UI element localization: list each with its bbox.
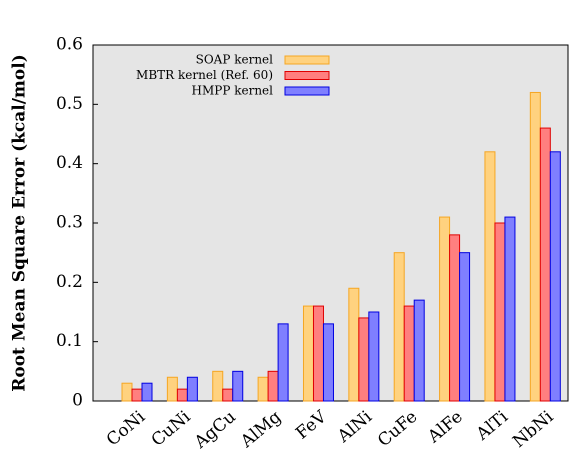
x-tick-label: CoNi [103, 407, 150, 450]
bar [403, 305, 415, 402]
x-tick-label: CuNi [148, 407, 195, 450]
bar [257, 376, 269, 402]
bar [302, 305, 314, 402]
legend-label: MBTR kernel (Ref. 60) [136, 68, 273, 82]
bar [322, 323, 334, 402]
bar [413, 299, 425, 402]
bar [166, 376, 178, 402]
bar [348, 287, 360, 402]
legend-label: HMPP kernel [192, 84, 274, 98]
x-tick-label: NbNi [509, 407, 558, 450]
bar [222, 388, 234, 402]
bar [529, 91, 541, 402]
bar [186, 376, 198, 402]
bar [539, 127, 551, 402]
bar [484, 151, 496, 402]
bar [312, 305, 324, 402]
legend-swatch [284, 71, 330, 80]
x-tick-label: AlNi [333, 407, 376, 448]
bar [449, 234, 461, 402]
bar [232, 370, 244, 402]
bar [393, 252, 405, 402]
x-tick-label: AlMg [236, 407, 285, 450]
legend-swatch [284, 86, 330, 96]
y-axis-label: Root Mean Square Error (kcal/mol) [10, 54, 30, 392]
bar [504, 216, 516, 402]
bar [494, 222, 506, 402]
bar [549, 151, 561, 402]
bar [121, 382, 133, 402]
x-tick-label: AlTi [472, 407, 512, 445]
x-tick-label: FeV [292, 406, 331, 443]
y-tick-label: 0.3 [56, 213, 83, 233]
x-tick-label: CuFe [374, 407, 421, 450]
bar [131, 388, 143, 402]
bar [212, 370, 224, 402]
bar [176, 388, 188, 402]
y-tick-label: 0.6 [56, 35, 83, 55]
bar [459, 252, 471, 402]
x-tick-label: AlFe [423, 407, 466, 448]
y-tick-label: 0.4 [56, 153, 83, 173]
y-tick-label: 0.5 [56, 94, 83, 114]
y-tick-label: 0 [72, 391, 83, 411]
bar [141, 382, 153, 402]
x-tick-label: AgCu [190, 407, 240, 450]
y-tick-label: 0.2 [56, 272, 83, 292]
bar [277, 323, 289, 402]
bar [439, 216, 451, 402]
bar [368, 311, 380, 402]
legend-swatch [284, 55, 330, 65]
legend-label: SOAP kernel [196, 53, 274, 67]
bar [267, 370, 279, 402]
y-tick-label: 0.1 [56, 331, 83, 351]
bar [358, 317, 370, 402]
